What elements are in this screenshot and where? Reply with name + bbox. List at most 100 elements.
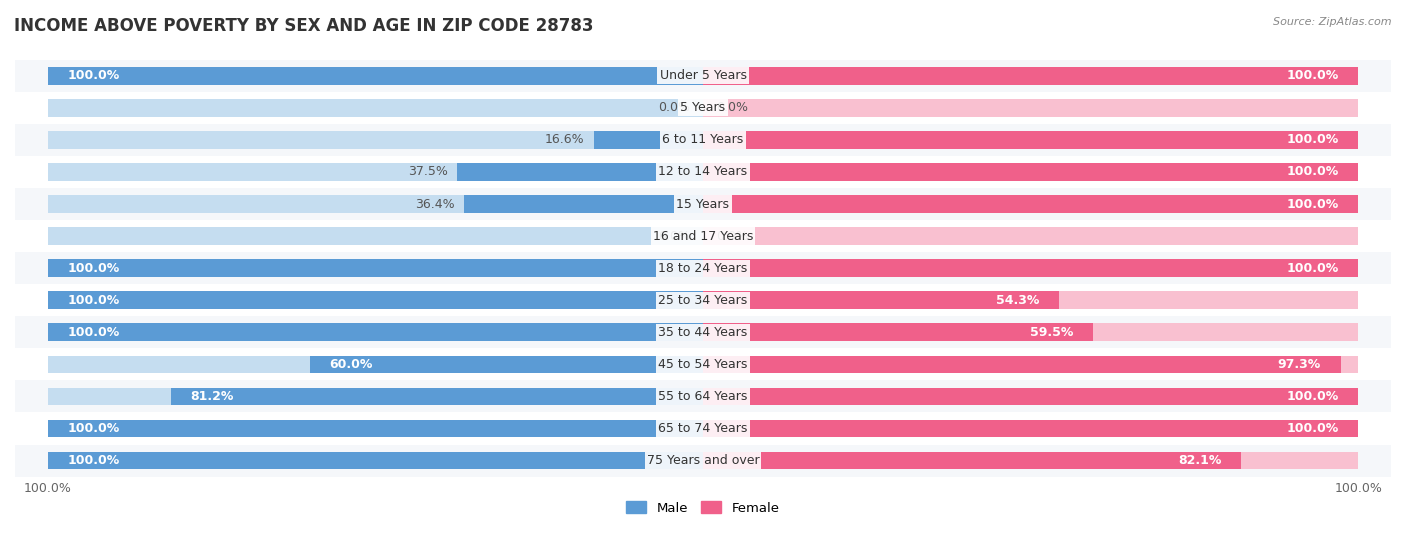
Text: 25 to 34 Years: 25 to 34 Years xyxy=(658,293,748,307)
Bar xyxy=(703,387,1358,405)
Bar xyxy=(703,67,1358,84)
Bar xyxy=(48,452,703,470)
Bar xyxy=(703,452,1241,470)
Bar xyxy=(703,99,1358,117)
Bar xyxy=(48,420,703,437)
Bar xyxy=(15,188,1391,220)
Bar xyxy=(15,444,1391,477)
Bar xyxy=(703,324,1092,341)
Text: 100.0%: 100.0% xyxy=(67,422,120,435)
Bar xyxy=(464,195,703,213)
Bar xyxy=(703,131,1358,149)
Bar xyxy=(48,291,703,309)
Bar xyxy=(48,131,703,149)
Text: 97.3%: 97.3% xyxy=(1278,358,1320,371)
Bar xyxy=(703,356,1358,373)
Bar xyxy=(15,380,1391,413)
Bar xyxy=(595,131,703,149)
Text: 0.0%: 0.0% xyxy=(658,101,690,115)
Bar xyxy=(48,259,703,277)
Text: 6 to 11 Years: 6 to 11 Years xyxy=(662,134,744,146)
Bar xyxy=(703,420,1358,437)
Text: 55 to 64 Years: 55 to 64 Years xyxy=(658,390,748,403)
Text: 100.0%: 100.0% xyxy=(1286,390,1339,403)
Text: 100.0%: 100.0% xyxy=(1286,165,1339,178)
Text: INCOME ABOVE POVERTY BY SEX AND AGE IN ZIP CODE 28783: INCOME ABOVE POVERTY BY SEX AND AGE IN Z… xyxy=(14,17,593,35)
Text: 81.2%: 81.2% xyxy=(191,390,233,403)
Bar xyxy=(48,99,703,117)
Bar xyxy=(703,291,1059,309)
Bar xyxy=(48,195,703,213)
Bar xyxy=(15,220,1391,252)
Bar xyxy=(703,195,1358,213)
Text: 54.3%: 54.3% xyxy=(995,293,1039,307)
Text: 100.0%: 100.0% xyxy=(67,69,120,82)
Bar xyxy=(703,291,1358,309)
Bar xyxy=(15,60,1391,92)
Bar xyxy=(48,291,703,309)
Text: 18 to 24 Years: 18 to 24 Years xyxy=(658,262,748,274)
Bar xyxy=(703,387,1358,405)
Text: 36.4%: 36.4% xyxy=(415,197,454,211)
Bar xyxy=(15,156,1391,188)
Text: 0.0%: 0.0% xyxy=(716,230,748,243)
Bar xyxy=(48,67,703,84)
Bar xyxy=(703,163,1358,181)
Text: 15 Years: 15 Years xyxy=(676,197,730,211)
Text: 0.0%: 0.0% xyxy=(658,230,690,243)
Text: 100.0%: 100.0% xyxy=(1286,262,1339,274)
Bar xyxy=(48,228,703,245)
Bar xyxy=(703,452,1358,470)
Bar xyxy=(15,124,1391,156)
Text: 100.0%: 100.0% xyxy=(67,262,120,274)
Bar xyxy=(309,356,703,373)
Text: 16.6%: 16.6% xyxy=(544,134,585,146)
Legend: Male, Female: Male, Female xyxy=(621,496,785,520)
Bar xyxy=(48,324,703,341)
Bar xyxy=(703,259,1358,277)
Text: 37.5%: 37.5% xyxy=(408,165,447,178)
Text: 100.0%: 100.0% xyxy=(1286,69,1339,82)
Text: 100.0%: 100.0% xyxy=(67,293,120,307)
Bar xyxy=(703,420,1358,437)
Text: Source: ZipAtlas.com: Source: ZipAtlas.com xyxy=(1274,17,1392,27)
Bar xyxy=(48,452,703,470)
Bar xyxy=(48,259,703,277)
Bar xyxy=(48,387,703,405)
Text: 35 to 44 Years: 35 to 44 Years xyxy=(658,326,748,339)
Bar xyxy=(703,67,1358,84)
Bar xyxy=(15,348,1391,380)
Bar xyxy=(703,228,1358,245)
Bar xyxy=(48,324,703,341)
Bar xyxy=(703,131,1358,149)
Text: 100.0%: 100.0% xyxy=(67,326,120,339)
Bar xyxy=(15,284,1391,316)
Text: 75 Years and over: 75 Years and over xyxy=(647,454,759,467)
Bar xyxy=(15,252,1391,284)
Text: Under 5 Years: Under 5 Years xyxy=(659,69,747,82)
Text: 12 to 14 Years: 12 to 14 Years xyxy=(658,165,748,178)
Bar xyxy=(48,67,703,84)
Bar xyxy=(48,420,703,437)
Text: 100.0%: 100.0% xyxy=(1286,422,1339,435)
Text: 100.0%: 100.0% xyxy=(1286,134,1339,146)
Bar xyxy=(703,163,1358,181)
Text: 45 to 54 Years: 45 to 54 Years xyxy=(658,358,748,371)
Bar xyxy=(48,356,703,373)
Text: 100.0%: 100.0% xyxy=(67,454,120,467)
Bar xyxy=(15,413,1391,444)
Text: 60.0%: 60.0% xyxy=(329,358,373,371)
Text: 16 and 17 Years: 16 and 17 Years xyxy=(652,230,754,243)
Text: 0.0%: 0.0% xyxy=(716,101,748,115)
Bar xyxy=(703,259,1358,277)
Text: 5 Years: 5 Years xyxy=(681,101,725,115)
Bar xyxy=(15,316,1391,348)
Bar xyxy=(703,195,1358,213)
Bar xyxy=(703,324,1358,341)
Text: 59.5%: 59.5% xyxy=(1029,326,1073,339)
Text: 65 to 74 Years: 65 to 74 Years xyxy=(658,422,748,435)
Bar xyxy=(172,387,703,405)
Text: 100.0%: 100.0% xyxy=(1286,197,1339,211)
Bar xyxy=(48,163,703,181)
Bar xyxy=(15,92,1391,124)
